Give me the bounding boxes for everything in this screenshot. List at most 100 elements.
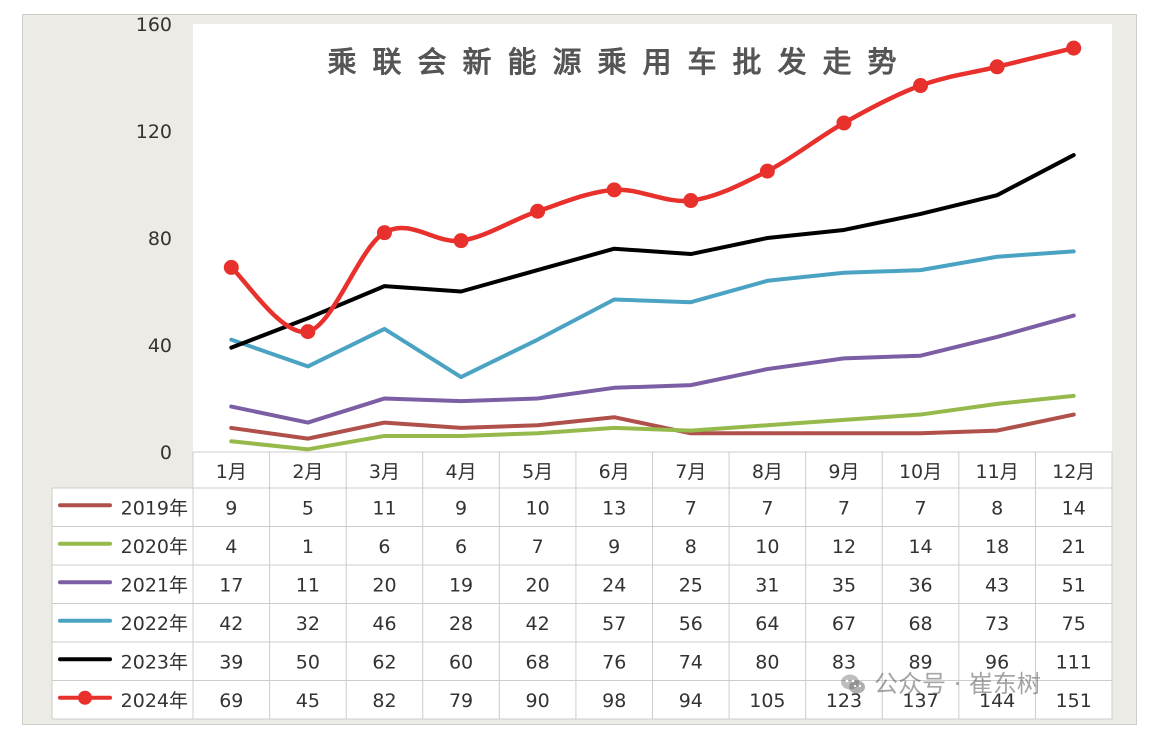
data-table-cell: 68 xyxy=(908,613,932,635)
data-table-cell: 67 xyxy=(832,613,856,635)
data-table-cell: 1 xyxy=(302,536,314,558)
data-table-cell: 10 xyxy=(755,536,779,558)
data-table-cell: 60 xyxy=(449,651,473,673)
series-point xyxy=(836,115,852,131)
data-table-cell: 79 xyxy=(449,690,473,712)
x-tick-label: 8月 xyxy=(752,461,783,483)
data-table-cell: 28 xyxy=(449,613,473,635)
y-tick-label: 120 xyxy=(136,121,172,143)
series-point xyxy=(453,233,469,249)
x-tick-label: 10月 xyxy=(899,461,942,483)
series-point xyxy=(223,259,239,275)
data-table-cell: 80 xyxy=(755,651,779,673)
y-tick-label: 160 xyxy=(136,14,172,36)
series-line-1 xyxy=(229,393,1076,452)
data-table-cell: 20 xyxy=(526,574,550,596)
legend-series-name: 2023年 xyxy=(121,651,188,673)
data-table-cell: 17 xyxy=(219,574,243,596)
series-point xyxy=(683,193,699,209)
data-table-cell: 11 xyxy=(372,497,396,519)
x-tick-label: 11月 xyxy=(976,461,1019,483)
data-table-cell: 46 xyxy=(372,613,396,635)
data-table-cell: 69 xyxy=(219,690,243,712)
data-table-cell: 9 xyxy=(455,497,467,519)
data-table-cell: 21 xyxy=(1062,536,1086,558)
data-table-cell: 56 xyxy=(679,613,703,635)
x-tick-label: 4月 xyxy=(445,461,476,483)
data-table-cell: 123 xyxy=(826,690,862,712)
data-table-cell: 18 xyxy=(985,536,1009,558)
legend-series-name: 2019年 xyxy=(121,497,188,519)
x-tick-label: 2月 xyxy=(292,461,323,483)
data-table-cell: 7 xyxy=(761,497,773,519)
series-point xyxy=(759,163,775,179)
data-table-cell: 7 xyxy=(685,497,697,519)
data-table-cell: 7 xyxy=(914,497,926,519)
data-table-cell: 90 xyxy=(526,690,550,712)
data-table-cell: 43 xyxy=(985,574,1009,596)
data-table-cell: 31 xyxy=(755,574,779,596)
y-tick-label: 0 xyxy=(160,442,172,464)
data-table-cell: 35 xyxy=(832,574,856,596)
data-table-cell: 51 xyxy=(1062,574,1086,596)
series-point xyxy=(606,182,622,198)
data-table-cell: 14 xyxy=(1062,497,1086,519)
data-table-cell: 89 xyxy=(908,651,932,673)
data-table-cell: 36 xyxy=(908,574,932,596)
legend-series-name: 2024年 xyxy=(121,690,188,712)
data-table-cell: 64 xyxy=(755,613,779,635)
data-table-cell: 6 xyxy=(455,536,467,558)
data-table-cell: 42 xyxy=(526,613,550,635)
data-table-cell: 74 xyxy=(679,651,703,673)
data-table-cell: 57 xyxy=(602,613,626,635)
series-point xyxy=(1066,40,1082,56)
legend-series-name: 2021年 xyxy=(121,574,188,596)
data-table-cell: 76 xyxy=(602,651,626,673)
wechat-icon xyxy=(841,674,865,694)
data-table-cell: 144 xyxy=(979,690,1015,712)
series-line-2 xyxy=(229,313,1076,425)
x-tick-label: 5月 xyxy=(522,461,553,483)
data-table-cell: 5 xyxy=(302,497,314,519)
data-table-cell: 75 xyxy=(1062,613,1086,635)
x-tick-label: 12月 xyxy=(1052,461,1095,483)
series-point xyxy=(376,225,392,241)
series-point xyxy=(530,203,546,219)
data-table-cell: 94 xyxy=(679,690,703,712)
data-table-cell: 8 xyxy=(991,497,1003,519)
legend-key-marker xyxy=(78,690,92,705)
data-table-cell: 14 xyxy=(908,536,932,558)
data-table-cell: 151 xyxy=(1056,690,1092,712)
data-table-cell: 73 xyxy=(985,613,1009,635)
data-table-cell: 45 xyxy=(296,690,320,712)
data-table-cell: 25 xyxy=(679,574,703,596)
data-table-cell: 68 xyxy=(526,651,550,673)
data-table-cell: 7 xyxy=(532,536,544,558)
data-table-cell: 111 xyxy=(1056,651,1092,673)
x-tick-label: 6月 xyxy=(599,461,630,483)
data-table-cell: 20 xyxy=(372,574,396,596)
series-point xyxy=(989,59,1005,75)
data-table-cell: 96 xyxy=(985,651,1009,673)
watermark-text: 公众号 · 崔东树 xyxy=(874,670,1041,698)
data-table-cell: 82 xyxy=(372,690,396,712)
x-tick-label: 3月 xyxy=(369,461,400,483)
data-table-cell: 10 xyxy=(526,497,550,519)
data-table-cell: 42 xyxy=(219,613,243,635)
data-table-cell: 137 xyxy=(902,690,938,712)
x-tick-label: 9月 xyxy=(828,461,859,483)
plot-area xyxy=(193,24,1112,452)
data-table-cell: 32 xyxy=(296,613,320,635)
x-tick-label: 7月 xyxy=(675,461,706,483)
data-table-cell: 6 xyxy=(378,536,390,558)
series-point xyxy=(913,78,929,94)
series-point xyxy=(300,324,316,340)
data-table-cell: 105 xyxy=(749,690,785,712)
series-line-4 xyxy=(229,153,1076,350)
chart-title: 乘联会新能源乘用车批发走势 xyxy=(327,45,912,79)
series-line-0 xyxy=(229,412,1076,441)
data-table-cell: 24 xyxy=(602,574,626,596)
data-table-cell: 39 xyxy=(219,651,243,673)
data-table-cell: 4 xyxy=(225,536,237,558)
